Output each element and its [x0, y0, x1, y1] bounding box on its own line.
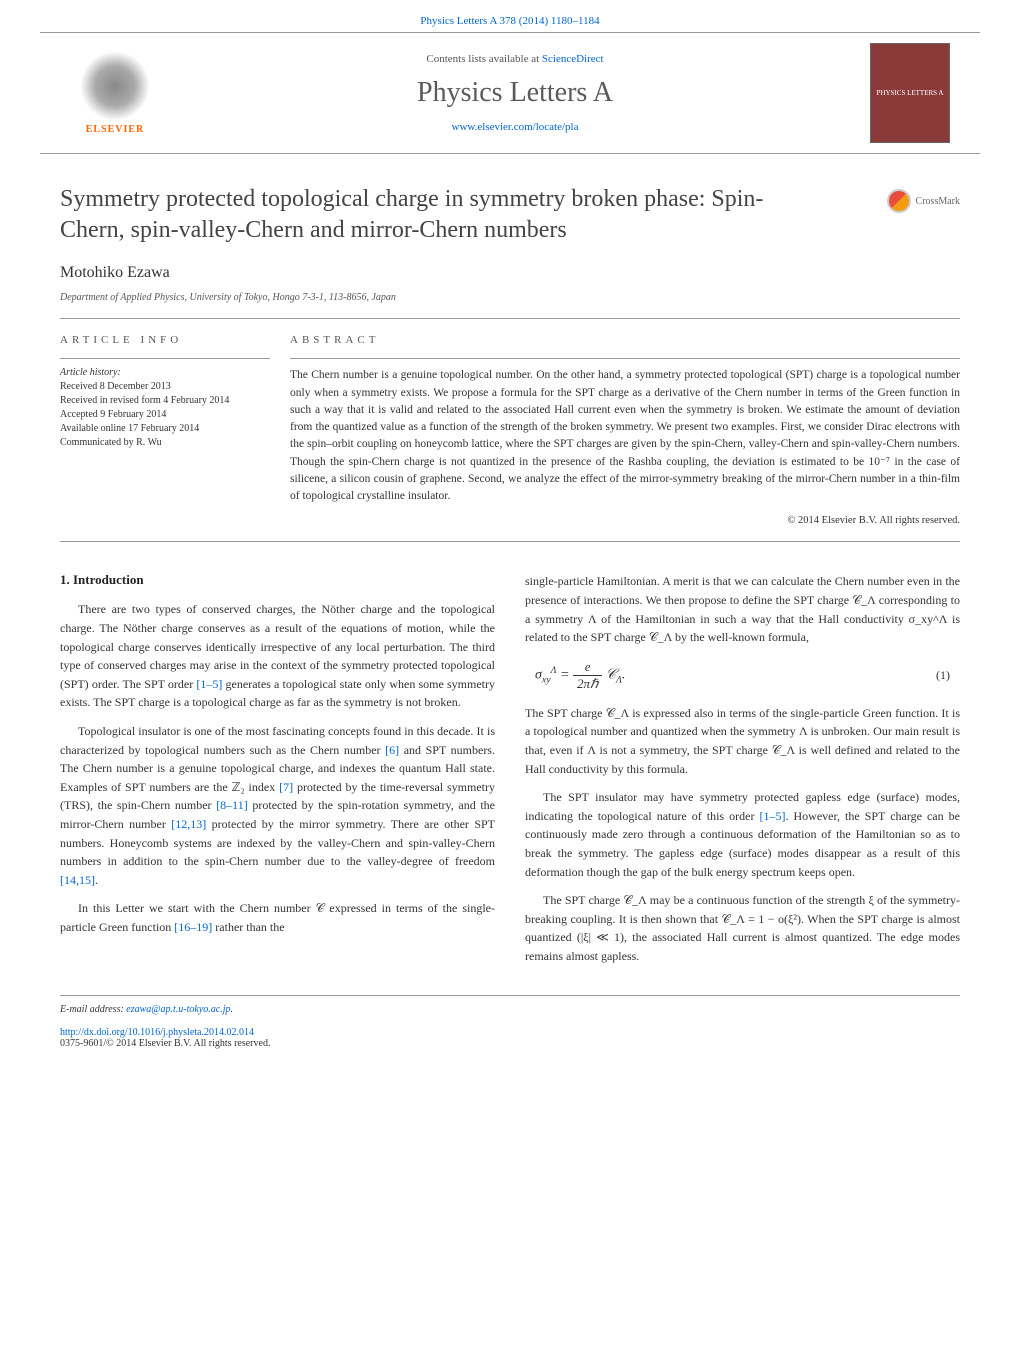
article-title: Symmetry protected topological charge in…	[60, 184, 960, 246]
abstract-copyright: © 2014 Elsevier B.V. All rights reserved…	[290, 515, 960, 526]
sciencedirect-link[interactable]: ScienceDirect	[542, 53, 604, 65]
section-1-heading: 1. Introduction	[60, 572, 495, 588]
elsevier-tree-icon	[80, 51, 150, 121]
equation-1-body: σxyΛ = e2πℏ 𝒞Λ.	[535, 659, 625, 692]
history-label: Article history:	[60, 367, 270, 378]
doi-line: http://dx.doi.org/10.1016/j.physleta.201…	[60, 1027, 960, 1038]
right-para-4: The SPT charge 𝒞_Λ may be a continuous f…	[525, 891, 960, 965]
right-para-3: The SPT insulator may have symmetry prot…	[525, 788, 960, 881]
citation-link[interactable]: Physics Letters A 378 (2014) 1180–1184	[420, 15, 599, 27]
article-header: CrossMark Symmetry protected topological…	[0, 154, 1020, 318]
article-info-column: ARTICLE INFO Article history: Received 8…	[60, 334, 290, 526]
intro-para-1: There are two types of conserved charges…	[60, 600, 495, 712]
page-footer: E-mail address: ezawa@ap.t.u-tokyo.ac.jp…	[60, 995, 960, 1049]
abstract-text: The Chern number is a genuine topologica…	[290, 367, 960, 505]
contents-prefix: Contents lists available at	[426, 53, 541, 65]
abstract-heading: ABSTRACT	[290, 334, 960, 346]
equation-1: σxyΛ = e2πℏ 𝒞Λ. (1)	[525, 659, 960, 692]
crossmark-label: CrossMark	[916, 196, 960, 207]
banner-center: Contents lists available at ScienceDirec…	[160, 53, 870, 133]
right-para-2: The SPT charge 𝒞_Λ is expressed also in …	[525, 704, 960, 778]
ref-6[interactable]: [6]	[385, 743, 399, 757]
footer-copyright: 0375-9601/© 2014 Elsevier B.V. All right…	[60, 1038, 960, 1049]
revised-date: Received in revised form 4 February 2014	[60, 394, 270, 408]
ref-7[interactable]: [7]	[279, 780, 293, 794]
journal-homepage: www.elsevier.com/locate/pla	[160, 121, 870, 133]
email-link[interactable]: ezawa@ap.t.u-tokyo.ac.jp	[126, 1004, 230, 1015]
journal-name: Physics Letters A	[160, 77, 870, 109]
ref-8-11[interactable]: [8–11]	[216, 798, 248, 812]
communicated-by: Communicated by R. Wu	[60, 436, 270, 450]
locate-link[interactable]: www.elsevier.com/locate/pla	[452, 121, 579, 133]
intro-para-3: In this Letter we start with the Chern n…	[60, 899, 495, 936]
corresponding-email: E-mail address: ezawa@ap.t.u-tokyo.ac.jp…	[60, 1004, 960, 1015]
crossmark-icon	[887, 189, 911, 213]
cover-title: PHYSICS LETTERS A	[877, 89, 944, 97]
right-para-1: single-particle Hamiltonian. A merit is …	[525, 572, 960, 646]
right-column: single-particle Hamiltonian. A merit is …	[525, 572, 960, 975]
online-date: Available online 17 February 2014	[60, 422, 270, 436]
elsevier-logo[interactable]: ELSEVIER	[70, 43, 160, 143]
crossmark-badge[interactable]: CrossMark	[887, 189, 960, 213]
left-column: 1. Introduction There are two types of c…	[60, 572, 495, 975]
body-two-column: 1. Introduction There are two types of c…	[60, 572, 960, 975]
received-date: Received 8 December 2013	[60, 380, 270, 394]
accepted-date: Accepted 9 February 2014	[60, 408, 270, 422]
journal-cover-thumbnail[interactable]: PHYSICS LETTERS A	[870, 43, 950, 143]
elsevier-label: ELSEVIER	[86, 124, 145, 135]
equation-1-number: (1)	[936, 668, 950, 683]
article-info-heading: ARTICLE INFO	[60, 334, 270, 346]
author-affiliation: Department of Applied Physics, Universit…	[60, 292, 960, 303]
doi-link[interactable]: http://dx.doi.org/10.1016/j.physleta.201…	[60, 1027, 254, 1038]
journal-banner: ELSEVIER Contents lists available at Sci…	[40, 32, 980, 154]
contents-available: Contents lists available at ScienceDirec…	[160, 53, 870, 65]
ref-1-5[interactable]: [1–5]	[196, 677, 222, 691]
ref-12-13[interactable]: [12,13]	[171, 817, 206, 831]
info-abstract-row: ARTICLE INFO Article history: Received 8…	[60, 318, 960, 542]
abstract-column: ABSTRACT The Chern number is a genuine t…	[290, 334, 960, 526]
running-header: Physics Letters A 378 (2014) 1180–1184	[0, 0, 1020, 32]
email-label: E-mail address:	[60, 1004, 126, 1015]
ref-14-15[interactable]: [14,15]	[60, 873, 95, 887]
ref-16-19[interactable]: [16–19]	[174, 920, 212, 934]
author-name: Motohiko Ezawa	[60, 264, 960, 282]
ref-1-5-b[interactable]: [1–5]	[759, 809, 785, 823]
intro-para-2: Topological insulator is one of the most…	[60, 722, 495, 889]
